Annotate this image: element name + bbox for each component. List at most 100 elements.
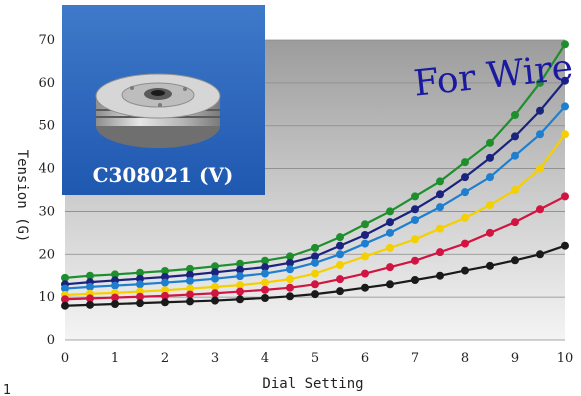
data-point — [236, 272, 244, 281]
x-tick-label: 5 — [311, 351, 319, 366]
data-point — [436, 190, 444, 199]
data-point — [186, 276, 194, 285]
x-tick-label: 4 — [261, 351, 269, 366]
data-point — [386, 263, 394, 272]
data-point — [161, 298, 169, 307]
x-tick-label: 9 — [511, 351, 519, 366]
data-point — [211, 262, 219, 271]
data-point — [211, 282, 219, 291]
data-point — [486, 261, 494, 270]
data-point — [336, 233, 344, 242]
data-point — [186, 284, 194, 293]
data-point — [411, 256, 419, 265]
data-point — [461, 266, 469, 275]
data-point — [161, 286, 169, 295]
data-point — [336, 250, 344, 259]
series-1 — [61, 40, 569, 282]
data-point — [286, 265, 294, 274]
data-point — [561, 241, 569, 250]
x-tick-label: 2 — [161, 351, 169, 366]
series-6 — [61, 241, 569, 310]
y-tick-labels: 0 10 20 30 40 50 60 70 — [38, 33, 55, 348]
data-point — [361, 220, 369, 229]
data-point — [536, 164, 544, 173]
data-point — [436, 271, 444, 280]
data-point — [386, 218, 394, 227]
data-point — [536, 106, 544, 115]
data-point — [236, 295, 244, 304]
x-tick-label: 1 — [111, 351, 119, 366]
data-point — [511, 132, 519, 141]
data-point — [136, 292, 144, 301]
data-point — [111, 300, 119, 308]
data-point — [86, 294, 94, 303]
product-caption: C308021 (V) — [93, 163, 234, 187]
data-point — [161, 291, 169, 300]
data-point — [161, 267, 169, 275]
data-point — [211, 274, 219, 283]
data-point — [561, 76, 569, 85]
data-point — [386, 207, 394, 216]
data-point — [211, 268, 219, 277]
data-point — [61, 284, 69, 293]
data-point — [461, 158, 469, 167]
data-point — [436, 203, 444, 212]
x-tick-label: 6 — [361, 351, 369, 366]
x-tick-label: 7 — [411, 351, 419, 366]
data-point — [111, 293, 119, 302]
data-point — [86, 282, 94, 291]
data-point — [186, 290, 194, 299]
x-tick-label: 3 — [211, 351, 219, 366]
data-point — [386, 228, 394, 237]
data-point — [236, 281, 244, 290]
data-point — [536, 130, 544, 139]
data-point — [311, 290, 319, 299]
data-point — [461, 239, 469, 248]
data-point — [436, 224, 444, 233]
data-point — [61, 295, 69, 304]
y-tick-label: 0 — [47, 333, 55, 348]
data-point — [161, 273, 169, 281]
data-point — [536, 78, 544, 87]
data-point — [561, 130, 569, 139]
data-point — [286, 275, 294, 284]
y-axis-label: Tension (G) — [14, 150, 30, 243]
y-tick-label: 70 — [38, 33, 55, 48]
data-point — [186, 264, 194, 273]
series-2 — [61, 76, 569, 289]
data-point — [286, 252, 294, 261]
data-point — [361, 283, 369, 292]
data-point — [311, 269, 319, 278]
data-point — [86, 300, 94, 309]
data-point — [511, 151, 519, 160]
corner-mark: 1 — [3, 383, 11, 396]
x-tick-label: 0 — [61, 351, 69, 366]
data-point — [536, 250, 544, 259]
data-point — [286, 292, 294, 301]
data-point — [461, 173, 469, 182]
data-point — [411, 276, 419, 284]
data-point — [486, 138, 494, 147]
data-point — [436, 248, 444, 257]
data-point — [486, 173, 494, 182]
data-point — [511, 111, 519, 119]
data-point — [561, 192, 569, 201]
data-point — [261, 269, 269, 278]
data-point — [311, 252, 319, 261]
x-tick-label: 10 — [557, 351, 574, 366]
data-point — [311, 243, 319, 252]
data-point — [86, 271, 94, 280]
data-point — [186, 297, 194, 306]
data-point — [511, 218, 519, 227]
data-point — [236, 259, 244, 268]
data-point — [486, 228, 494, 237]
y-tick-label: 30 — [38, 204, 55, 219]
data-point — [211, 289, 219, 298]
data-point — [561, 40, 569, 49]
data-point — [61, 273, 69, 282]
data-point — [236, 265, 244, 274]
series-layer — [61, 40, 569, 310]
data-point — [486, 201, 494, 209]
data-point — [361, 231, 369, 239]
data-point — [61, 301, 69, 310]
